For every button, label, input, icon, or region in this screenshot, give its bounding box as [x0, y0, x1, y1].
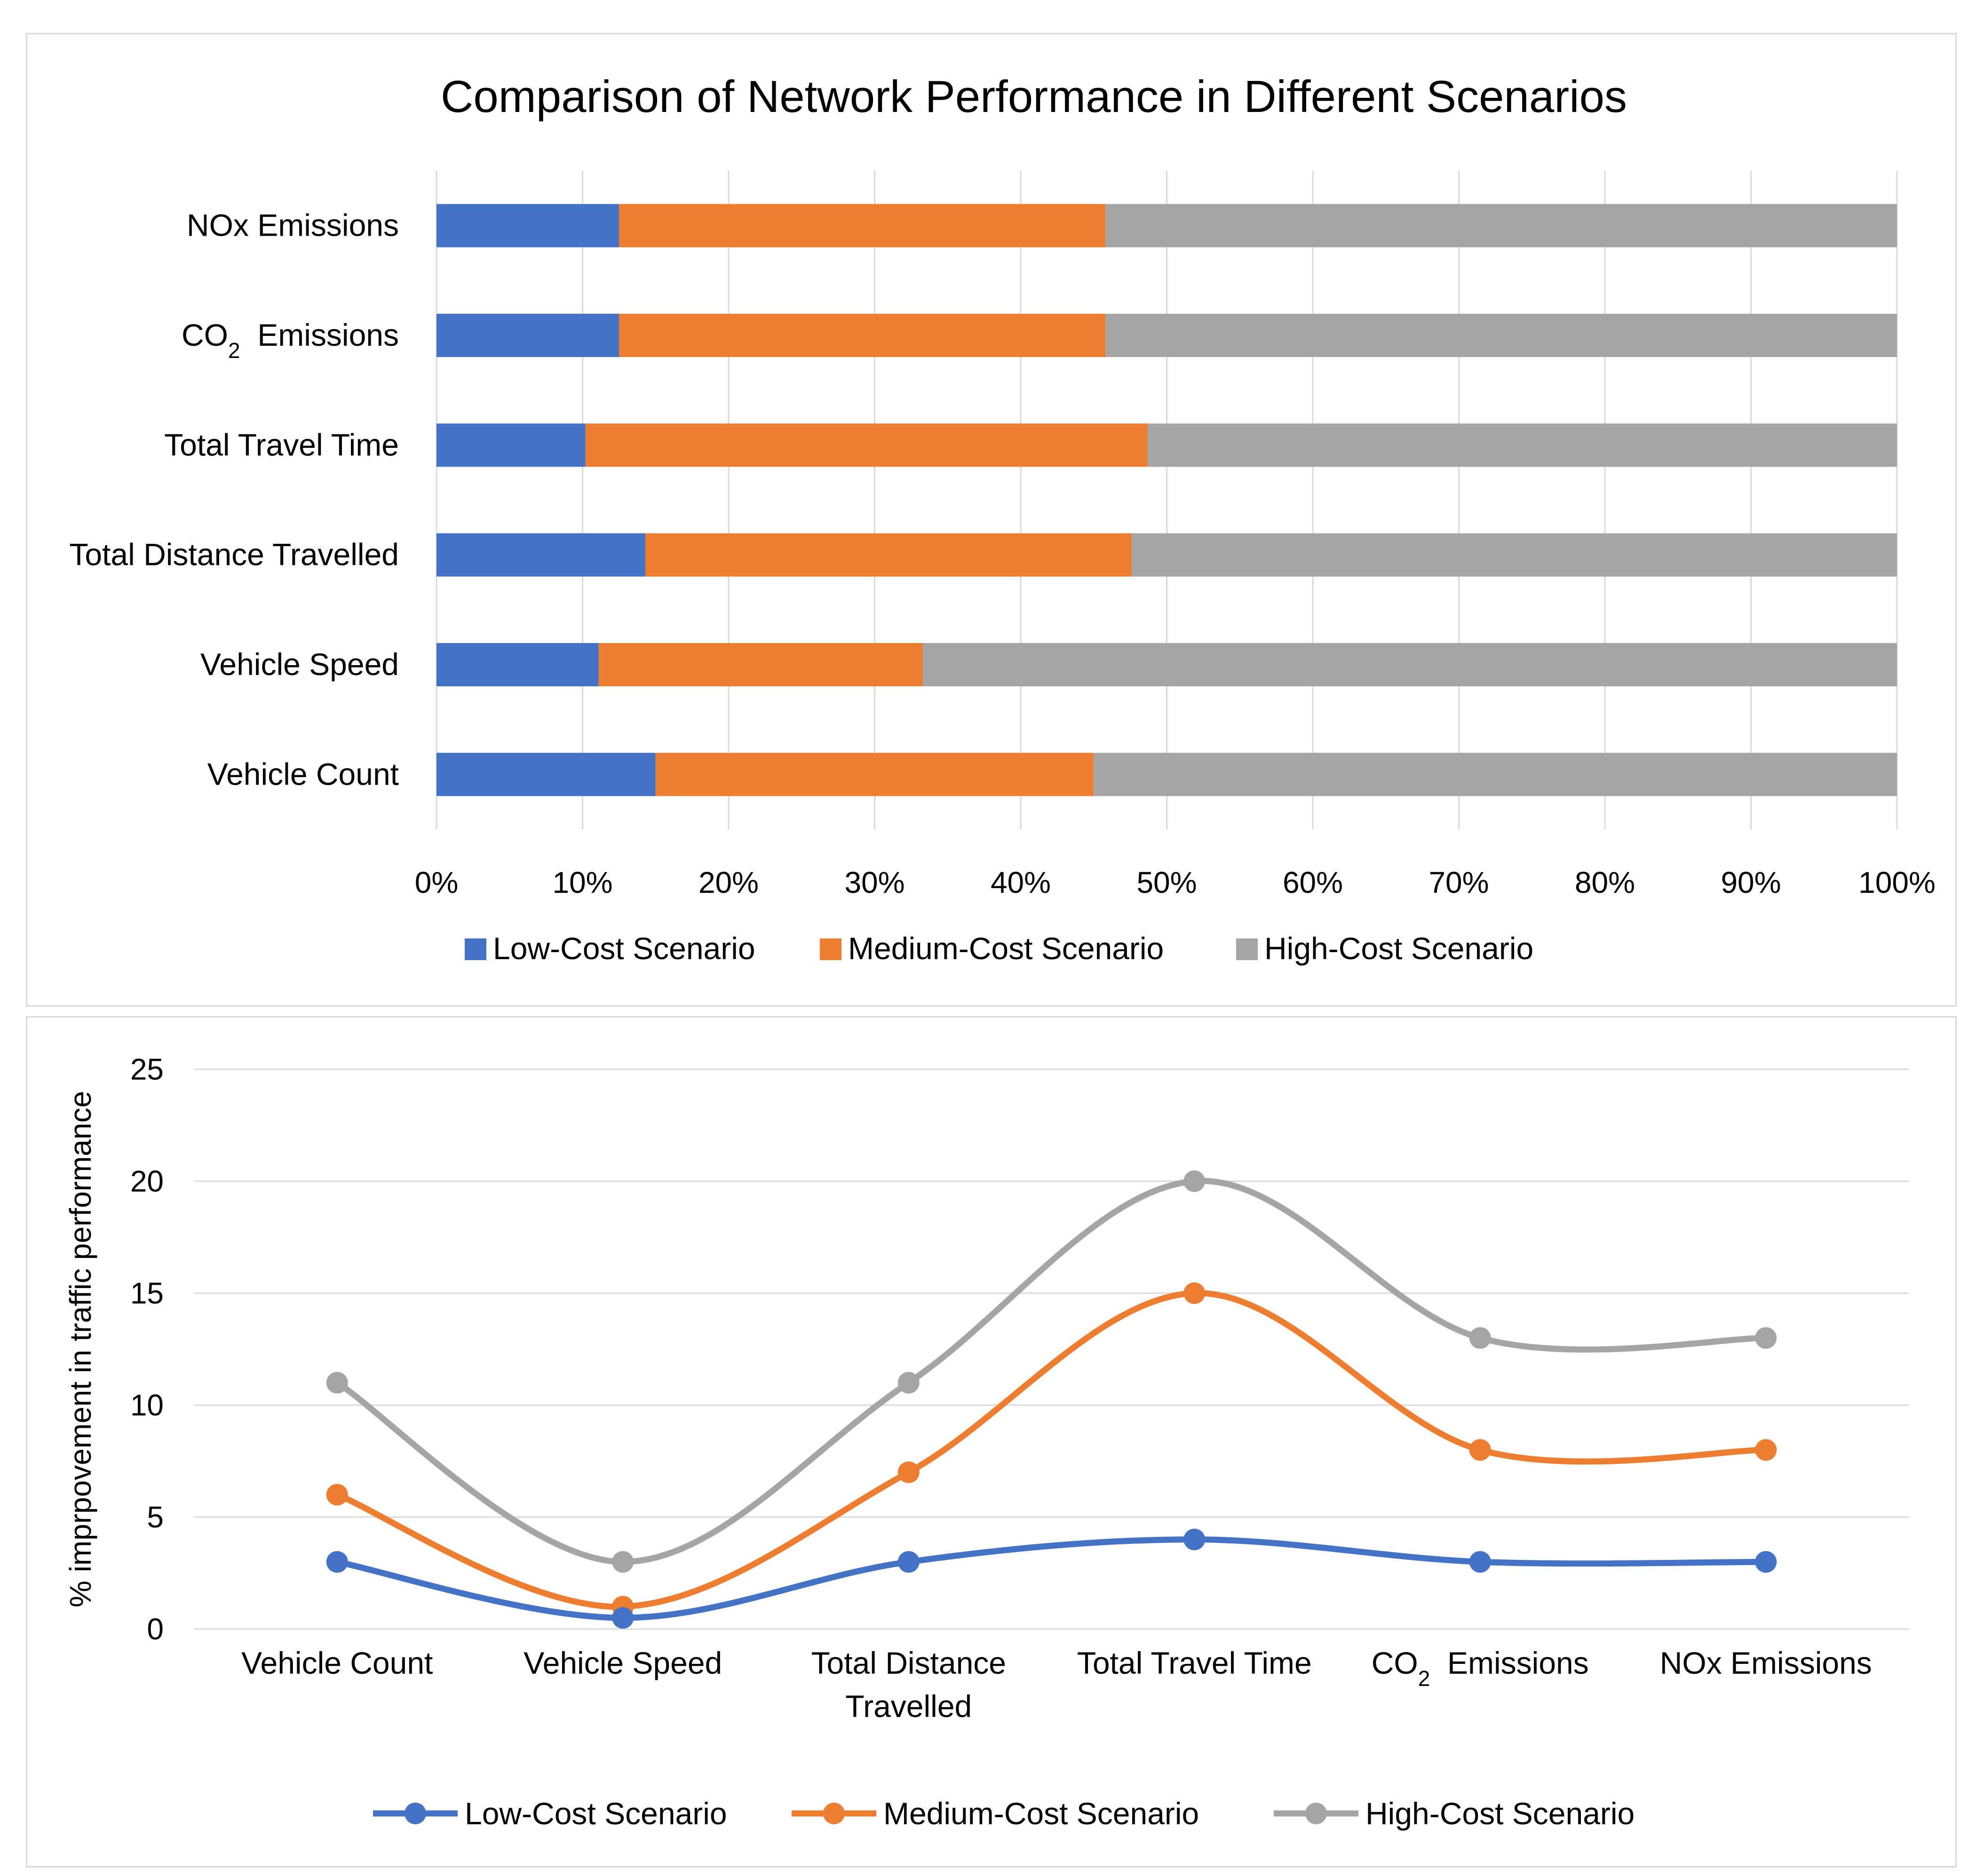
line-gridlines: [194, 1068, 1909, 1630]
point-low-cost-scenario-5: [1755, 1551, 1777, 1573]
legend-label-medium-cost-scenario: Medium-Cost Scenario: [883, 1796, 1199, 1831]
bar-x-tick-label: 100%: [1858, 866, 1936, 899]
point-low-cost-scenario-0: [326, 1551, 348, 1573]
bar-segment-high-cost-scenario-total-distance-travelled: [1131, 533, 1897, 577]
bar-x-tick-label: 30%: [844, 866, 905, 899]
line-category-label: Vehicle Count: [241, 1645, 433, 1680]
line-series: [326, 1170, 1777, 1629]
bar-segment-low-cost-scenario-vehicle-count: [436, 753, 656, 796]
bar-x-tick-label: 20%: [698, 866, 759, 899]
bar-category-label: Vehicle Speed: [200, 647, 399, 682]
point-medium-cost-scenario-5: [1755, 1439, 1777, 1461]
legend-label-high-cost-scenario: High-Cost Scenario: [1264, 931, 1533, 966]
bar-x-tick-label: 40%: [991, 866, 1051, 899]
bar-segment-low-cost-scenario-vehicle-speed: [436, 643, 599, 686]
line-legend: Low-Cost Scenario Medium-Cost Scenario Hig…: [373, 1796, 1635, 1831]
line-category-label: NOx Emissions: [1660, 1645, 1872, 1680]
bar-segment-high-cost-scenario-vehicle-speed: [922, 643, 1897, 686]
bar-category-label: CO2 Emissions: [182, 318, 399, 363]
series-line-low-cost-scenario: [334, 1536, 1769, 1621]
bar-gridlines: [436, 171, 1898, 829]
bar-segment-low-cost-scenario-nox-emissions: [436, 204, 619, 247]
line-category-label: Total Distance: [811, 1645, 1006, 1680]
bar-segment-high-cost-scenario-nox-emissions: [1105, 204, 1897, 247]
bar-segment-medium-cost-scenario-nox-emissions: [619, 204, 1106, 247]
legend-label-medium-cost-scenario: Medium-Cost Scenario: [848, 931, 1164, 966]
bar-segment-high-cost-scenario-total-travel-time: [1148, 423, 1897, 467]
legend-swatch-low-cost-scenario: [465, 938, 486, 960]
point-high-cost-scenario-3: [1183, 1170, 1206, 1192]
line-y-tick-label: 15: [130, 1276, 164, 1310]
point-low-cost-scenario-2: [897, 1551, 920, 1573]
line-y-tick-label: 10: [130, 1388, 164, 1422]
bar-segment-medium-cost-scenario-vehicle-count: [655, 753, 1094, 796]
legend-label-low-cost-scenario: Low-Cost Scenario: [465, 1796, 727, 1831]
bar-legend: Low-Cost Scenario Medium-Cost Scenario Hig…: [465, 931, 1533, 966]
chart-title: Comparison of Network Performance in Dif…: [441, 72, 1627, 122]
bar-x-tick-label: 70%: [1428, 866, 1489, 899]
bar-category-label: Total Distance Travelled: [69, 537, 399, 572]
point-low-cost-scenario-1: [612, 1607, 634, 1629]
legend-swatch-medium-cost-scenario: [820, 938, 841, 960]
point-medium-cost-scenario-2: [897, 1461, 920, 1483]
stacked-bar-chart: Comparison of Network Performance in Dif…: [69, 72, 1936, 966]
point-medium-cost-scenario-4: [1469, 1439, 1491, 1461]
bar-segment-high-cost-scenario-vehicle-count: [1094, 753, 1897, 796]
bar-x-tick-label: 80%: [1575, 866, 1635, 899]
point-high-cost-scenario-1: [612, 1551, 634, 1573]
line-category-label: Vehicle Speed: [524, 1645, 722, 1680]
point-high-cost-scenario-4: [1469, 1327, 1491, 1349]
line-y-tick-label: 25: [130, 1052, 164, 1086]
line-chart-panel: % imprpovement in traffic performance 0 5…: [26, 1016, 1957, 1868]
line-category-label: CO2 Emissions: [1372, 1645, 1589, 1691]
point-high-cost-scenario-5: [1755, 1327, 1777, 1349]
bar-segment-medium-cost-scenario-co2emissions: [619, 314, 1106, 357]
line-y-tick-label: 5: [147, 1500, 164, 1534]
point-high-cost-scenario-2: [897, 1372, 920, 1394]
bar-segment-medium-cost-scenario-vehicle-speed: [598, 643, 923, 686]
bar-chart-panel: Comparison of Network Performance in Dif…: [26, 33, 1957, 1007]
line-chart: % imprpovement in traffic performance 0 5…: [63, 1052, 1909, 1831]
bar-category-labels: NOx Emissions CO2 Emissions Total Travel T…: [69, 208, 399, 792]
bar-x-tick-labels: 0% 10% 20% 30% 40% 50% 60% 70% 80% 90% 100%: [415, 866, 1936, 899]
legend-label-low-cost-scenario: Low-Cost Scenario: [493, 931, 755, 966]
point-high-cost-scenario-0: [326, 1372, 348, 1394]
legend-swatch-high-cost-scenario: [1236, 938, 1258, 960]
legend-marker-high-cost-scenario: [1305, 1803, 1327, 1824]
bar-category-label: Vehicle Count: [207, 756, 399, 791]
bar-x-tick-label: 90%: [1721, 866, 1781, 899]
bar-segment-high-cost-scenario-co2emissions: [1105, 314, 1897, 357]
line-y-tick-label: 0: [147, 1612, 164, 1646]
line-y-tick-label: 20: [130, 1164, 164, 1198]
bar-marks: [436, 204, 1897, 796]
bar-x-tick-label: 0%: [415, 866, 459, 899]
line-y-tick-labels: 0 5 10 15 20 25: [130, 1052, 164, 1646]
bar-segment-low-cost-scenario-total-travel-time: [436, 423, 586, 467]
bar-category-label: NOx Emissions: [187, 208, 399, 243]
point-medium-cost-scenario-3: [1183, 1282, 1206, 1304]
bar-segment-medium-cost-scenario-total-distance-travelled: [645, 533, 1132, 577]
point-low-cost-scenario-3: [1183, 1528, 1206, 1550]
bar-segment-low-cost-scenario-total-distance-travelled: [436, 533, 646, 577]
legend-marker-medium-cost-scenario: [823, 1803, 845, 1824]
bar-segment-medium-cost-scenario-total-travel-time: [585, 423, 1148, 467]
bar-category-label: Total Travel Time: [164, 427, 399, 462]
line-category-labels: Vehicle Count Vehicle Speed Total Distance…: [241, 1645, 1872, 1724]
line-category-label: Travelled: [845, 1689, 972, 1724]
series-line-high-cost-scenario: [334, 1177, 1769, 1565]
bar-x-tick-label: 10%: [552, 866, 612, 899]
series-line-medium-cost-scenario: [334, 1290, 1769, 1610]
legend-marker-low-cost-scenario: [405, 1803, 426, 1824]
bar-x-tick-label: 60%: [1283, 866, 1343, 899]
bar-segment-low-cost-scenario-co2emissions: [436, 314, 619, 357]
line-category-label: Total Travel Time: [1077, 1645, 1312, 1680]
point-low-cost-scenario-4: [1469, 1551, 1491, 1573]
legend-label-high-cost-scenario: High-Cost Scenario: [1365, 1796, 1635, 1831]
bar-x-tick-label: 50%: [1136, 866, 1197, 899]
y-axis-title: % imprpovement in traffic performance: [63, 1091, 97, 1607]
point-medium-cost-scenario-0: [326, 1484, 348, 1506]
